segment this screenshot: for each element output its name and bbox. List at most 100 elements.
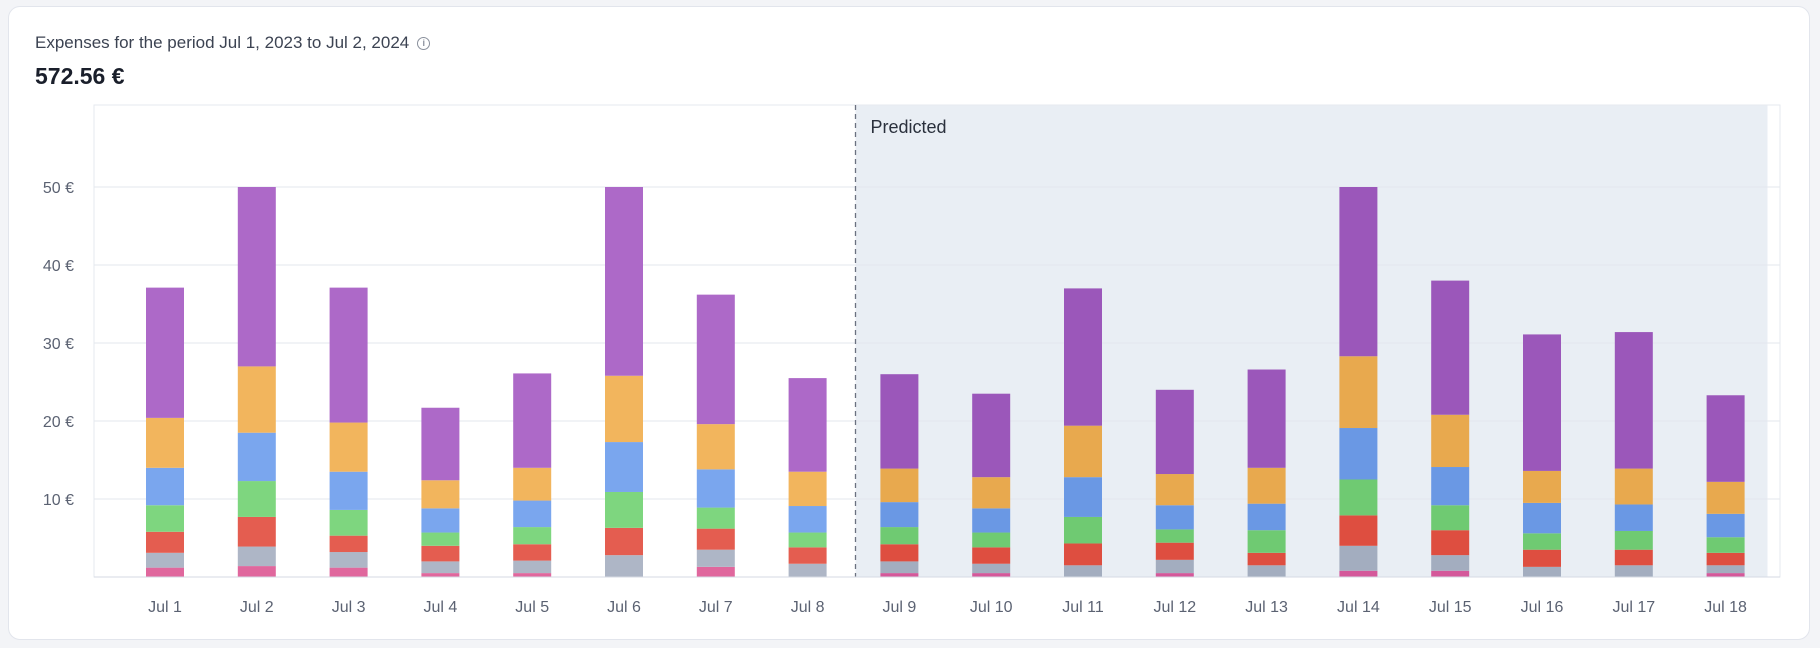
bar-segment[interactable] (1614, 504, 1653, 531)
bar-segment[interactable] (1614, 468, 1653, 505)
bar-segment[interactable] (1064, 288, 1102, 426)
bar-segment[interactable] (1155, 559, 1194, 574)
bar-segment[interactable] (329, 422, 368, 472)
bar-segment[interactable] (1523, 334, 1561, 471)
bar-segment[interactable] (513, 560, 552, 574)
bar-segment[interactable] (788, 547, 827, 564)
bar-segment[interactable] (146, 552, 184, 568)
bar-segment[interactable] (1339, 515, 1378, 546)
bar-segment[interactable] (329, 567, 368, 577)
bar-segment[interactable] (1614, 565, 1653, 577)
bar-segment[interactable] (1706, 537, 1745, 553)
bar-segment[interactable] (421, 545, 460, 562)
bar-segment[interactable] (880, 502, 919, 528)
bar-segment[interactable] (1523, 566, 1561, 577)
bar-segment[interactable] (421, 573, 460, 577)
bar-segment[interactable] (1706, 481, 1745, 514)
bar-segment[interactable] (146, 287, 184, 418)
bar-segment[interactable] (1064, 543, 1102, 566)
bar-segment[interactable] (972, 532, 1011, 548)
bar-segment[interactable] (1247, 503, 1286, 531)
bar-segment[interactable] (513, 373, 552, 468)
bar-segment[interactable] (1614, 549, 1653, 566)
bar-segment[interactable] (1064, 425, 1102, 478)
bar-segment[interactable] (1706, 513, 1745, 538)
bar-segment[interactable] (1523, 470, 1561, 503)
bar-segment[interactable] (1155, 474, 1194, 506)
bar-segment[interactable] (421, 480, 460, 509)
bar-segment[interactable] (329, 535, 368, 553)
bar-segment[interactable] (146, 505, 184, 532)
bar-segment[interactable] (788, 506, 827, 533)
bar-segment[interactable] (1155, 529, 1194, 543)
bar-segment[interactable] (1339, 356, 1378, 429)
bar-segment[interactable] (1706, 565, 1745, 574)
bar-segment[interactable] (972, 573, 1011, 577)
bar-segment[interactable] (972, 508, 1011, 533)
bar-segment[interactable] (880, 468, 919, 503)
bar-segment[interactable] (788, 563, 827, 577)
bar-segment[interactable] (146, 567, 184, 577)
bar-segment[interactable] (421, 532, 460, 546)
bar-segment[interactable] (605, 527, 643, 556)
bar-segment[interactable] (1614, 332, 1653, 469)
bar-segment[interactable] (329, 552, 368, 568)
bar-segment[interactable] (1523, 549, 1561, 567)
bar-segment[interactable] (1247, 565, 1286, 577)
bar-segment[interactable] (1431, 467, 1470, 506)
bar-segment[interactable] (1247, 467, 1286, 504)
bar-segment[interactable] (696, 528, 735, 550)
bar-segment[interactable] (421, 561, 460, 574)
bar-segment[interactable] (513, 573, 552, 577)
info-icon[interactable]: i (417, 36, 431, 50)
bar-segment[interactable] (1247, 530, 1286, 553)
bar-segment[interactable] (329, 287, 368, 423)
bar-segment[interactable] (513, 527, 552, 545)
bar-segment[interactable] (513, 544, 552, 561)
bar-segment[interactable] (1247, 369, 1286, 468)
bar-segment[interactable] (1431, 555, 1470, 571)
bar-segment[interactable] (605, 555, 643, 577)
bar-segment[interactable] (329, 471, 368, 510)
bar-segment[interactable] (1706, 395, 1745, 482)
bar-segment[interactable] (605, 375, 643, 443)
bar-segment[interactable] (513, 500, 552, 528)
bar-segment[interactable] (1339, 187, 1378, 357)
bar-segment[interactable] (1431, 280, 1470, 415)
bar-segment[interactable] (1155, 389, 1194, 475)
bar-segment[interactable] (146, 531, 184, 553)
bar-segment[interactable] (605, 187, 643, 376)
bar-segment[interactable] (421, 407, 460, 481)
bar-segment[interactable] (880, 544, 919, 562)
bar-segment[interactable] (1064, 477, 1102, 517)
bar-segment[interactable] (1339, 545, 1378, 571)
bar-segment[interactable] (788, 378, 827, 472)
bar-segment[interactable] (237, 546, 276, 567)
bar-segment[interactable] (1155, 542, 1194, 560)
bar-segment[interactable] (972, 547, 1011, 564)
bar-segment[interactable] (237, 481, 276, 517)
bar-segment[interactable] (788, 532, 827, 548)
bar-segment[interactable] (788, 471, 827, 507)
bar-segment[interactable] (1339, 479, 1378, 516)
bar-segment[interactable] (1614, 530, 1653, 550)
bar-segment[interactable] (1431, 530, 1470, 556)
bar-segment[interactable] (696, 549, 735, 567)
bar-segment[interactable] (1155, 505, 1194, 530)
bar-segment[interactable] (880, 573, 919, 577)
bar-segment[interactable] (696, 566, 735, 577)
bar-segment[interactable] (1431, 570, 1470, 577)
bar-segment[interactable] (696, 294, 735, 425)
bar-segment[interactable] (237, 516, 276, 547)
bar-segment[interactable] (237, 566, 276, 577)
bar-segment[interactable] (1523, 502, 1561, 534)
bar-segment[interactable] (1064, 565, 1102, 577)
bar-segment[interactable] (1431, 414, 1470, 468)
bar-segment[interactable] (696, 507, 735, 529)
bar-segment[interactable] (329, 509, 368, 536)
bar-segment[interactable] (237, 432, 276, 482)
bar-segment[interactable] (146, 417, 184, 468)
bar-segment[interactable] (1064, 516, 1102, 544)
bar-segment[interactable] (972, 563, 1011, 574)
bar-segment[interactable] (1247, 552, 1286, 566)
